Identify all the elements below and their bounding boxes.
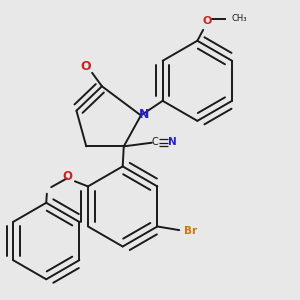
Text: O: O [203, 16, 212, 26]
Text: CH₃: CH₃ [231, 14, 247, 23]
Text: O: O [62, 170, 72, 183]
Text: O: O [80, 60, 91, 73]
Text: Br: Br [184, 226, 197, 236]
Text: C: C [152, 137, 158, 147]
Text: N: N [140, 108, 150, 121]
Text: N: N [168, 137, 177, 147]
